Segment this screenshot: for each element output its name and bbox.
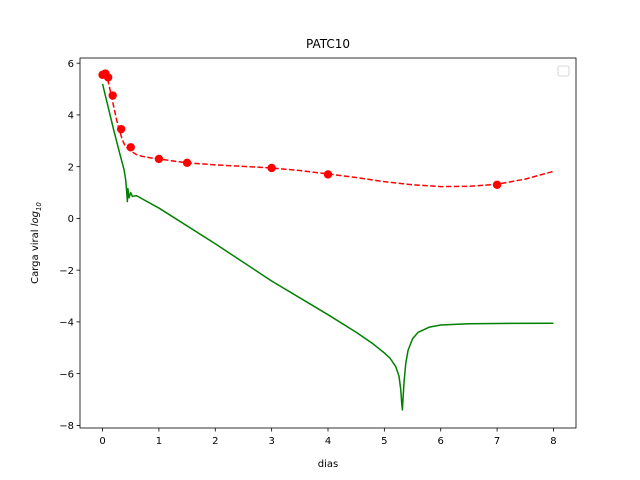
legend-empty-entry [557, 65, 570, 77]
data-point-4 [116, 124, 126, 134]
data-point-2 [103, 73, 113, 82]
data-point-5 [126, 143, 135, 152]
plot-area [98, 69, 554, 411]
data-point-6 [154, 154, 164, 164]
x-tick-label-0: 0 [99, 436, 105, 447]
x-tick-label-1: 1 [156, 436, 162, 447]
y-tick-label-3: −2 [59, 266, 74, 277]
x-tick-label-3: 3 [268, 436, 274, 447]
x-axis-label: dias [318, 459, 338, 470]
y-axis-label-subscript: 10 [35, 202, 43, 211]
y-axis-label-math: log [30, 211, 41, 226]
y-tick-label-1: −6 [59, 369, 74, 380]
fitted-dashed-line [102, 72, 554, 188]
x-tick-label-6: 6 [438, 436, 444, 447]
y-tick-label-7: 6 [68, 59, 74, 70]
y-tick-label-5: 2 [68, 162, 74, 173]
data-point-7 [182, 158, 192, 167]
y-axis-ticks: −8 −6 −4 −2 0 2 4 6 [59, 59, 80, 432]
x-tick-label-2: 2 [212, 436, 218, 447]
observed-points [98, 69, 502, 189]
x-axis-ticks: 0 1 2 3 4 5 6 7 8 [99, 428, 557, 447]
y-tick-label-4: 0 [68, 214, 74, 225]
y-tick-label-6: 4 [68, 111, 74, 122]
data-point-8 [267, 163, 276, 173]
x-tick-label-4: 4 [325, 436, 331, 447]
data-point-10 [492, 180, 502, 189]
y-tick-label-2: −4 [59, 318, 74, 329]
data-point-3 [108, 91, 117, 100]
x-tick-label-5: 5 [381, 436, 387, 447]
model-solid-line [101, 83, 554, 411]
x-tick-label-7: 7 [494, 436, 500, 447]
legend-box [557, 65, 570, 77]
y-axis-label: Carga viral log10 [30, 202, 43, 284]
x-tick-label-8: 8 [550, 436, 556, 447]
chart-title: PATC10 [306, 37, 350, 51]
data-point-9 [323, 170, 333, 179]
y-tick-label-0: −8 [59, 421, 74, 432]
y-axis-label-text: Carga viral [30, 226, 41, 284]
